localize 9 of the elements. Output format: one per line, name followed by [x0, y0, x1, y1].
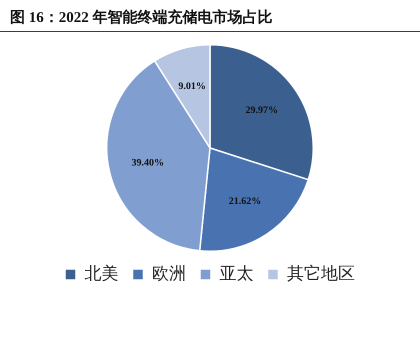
- data-label: 29.97%: [246, 104, 278, 116]
- legend-label: 其它地区: [287, 264, 355, 284]
- legend-label: 欧洲: [152, 264, 186, 284]
- legend-label: 亚太: [220, 264, 254, 284]
- chart-title: 图 16：2022 年智能终端充储电市场占比: [0, 0, 420, 32]
- data-label: 9.01%: [178, 81, 206, 92]
- legend-label: 北美: [84, 264, 118, 284]
- data-label: 39.40%: [131, 157, 164, 168]
- data-label: 21.62%: [228, 196, 262, 208]
